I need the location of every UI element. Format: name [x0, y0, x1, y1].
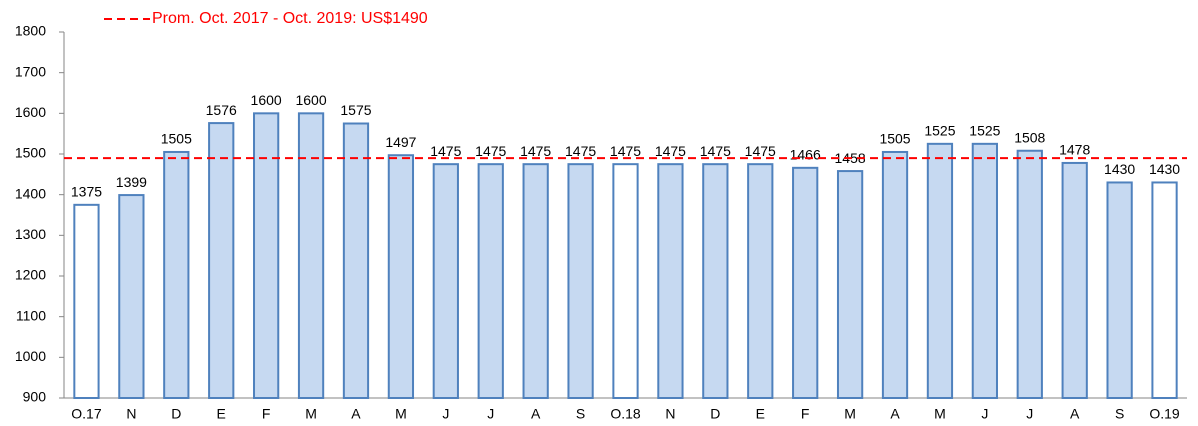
- bar: [342, 122, 370, 399]
- x-tick-label: S: [1115, 406, 1124, 422]
- x-tick-label: N: [665, 406, 675, 422]
- x-tick-label: A: [1070, 406, 1080, 422]
- bar: [522, 163, 549, 399]
- bar: [477, 163, 504, 399]
- value-label: 1475: [565, 143, 596, 159]
- x-tick-label: O.18: [610, 406, 641, 422]
- x-tick-label: E: [217, 406, 226, 422]
- x-tick-label: D: [710, 406, 720, 422]
- bar: [387, 154, 415, 399]
- x-tick-label: E: [756, 406, 765, 422]
- value-label: 1505: [161, 131, 192, 147]
- value-label: 1475: [700, 143, 731, 159]
- value-label: 1475: [745, 143, 776, 159]
- y-tick-label: 1700: [15, 63, 46, 79]
- y-tick-label: 1000: [15, 348, 46, 364]
- value-label: 1600: [251, 92, 282, 108]
- bar: [1061, 161, 1088, 399]
- bar: [792, 166, 819, 399]
- value-label: 1497: [385, 134, 416, 150]
- bar: [253, 112, 280, 399]
- bar: [971, 142, 998, 399]
- bar: [702, 163, 729, 399]
- x-tick-label: A: [890, 406, 900, 422]
- value-label: 1576: [206, 102, 237, 118]
- bar: [73, 203, 100, 399]
- x-tick-label: M: [934, 406, 946, 422]
- x-tick-label: A: [531, 406, 541, 422]
- y-tick-label: 1200: [15, 267, 46, 283]
- value-label: 1525: [969, 123, 1000, 139]
- bar: [297, 112, 325, 399]
- value-label: 1375: [71, 184, 102, 200]
- x-tick-label: F: [262, 406, 271, 422]
- x-tick-label: M: [305, 406, 317, 422]
- value-label: 1478: [1059, 142, 1090, 158]
- x-tick-label: M: [395, 406, 407, 422]
- bar: [926, 142, 954, 399]
- value-label: 1475: [610, 143, 641, 159]
- x-tick-label: J: [1026, 406, 1033, 422]
- value-label: 1475: [520, 143, 551, 159]
- value-label: 1475: [430, 143, 461, 159]
- value-label: 1475: [655, 143, 686, 159]
- x-tick-label: J: [442, 406, 449, 422]
- legend-label: Prom. Oct. 2017 - Oct. 2019: US$1490: [152, 10, 428, 27]
- x-tick-label: N: [126, 406, 136, 422]
- bar: [747, 163, 774, 399]
- y-tick-label: 1100: [16, 307, 46, 323]
- value-label: 1575: [340, 102, 371, 118]
- y-tick-label: 900: [23, 389, 47, 405]
- value-label: 1508: [1014, 129, 1045, 145]
- bar: [208, 122, 235, 400]
- bar: [657, 163, 684, 399]
- y-tick-label: 1800: [15, 23, 46, 39]
- x-tick-label: S: [576, 406, 585, 422]
- value-label: 1600: [295, 92, 326, 108]
- x-tick-label: A: [351, 406, 361, 422]
- bar: [881, 150, 909, 399]
- value-label: 1399: [116, 174, 147, 190]
- bar: [118, 194, 145, 399]
- x-tick-label: F: [801, 406, 810, 422]
- value-label: 1466: [790, 147, 821, 163]
- value-label: 1430: [1149, 161, 1180, 177]
- x-tick-label: M: [844, 406, 856, 422]
- bar: [1106, 181, 1133, 399]
- value-label: 1505: [879, 131, 910, 147]
- bar: [612, 163, 639, 399]
- bar: [567, 163, 594, 399]
- bar: [432, 163, 459, 399]
- x-tick-label: O.17: [71, 406, 102, 422]
- value-label: 1475: [475, 143, 506, 159]
- bar: [163, 150, 190, 399]
- x-tick-label: J: [981, 406, 988, 422]
- x-tick-label: J: [487, 406, 494, 422]
- y-tick-label: 1400: [15, 185, 46, 201]
- bar: [1016, 149, 1043, 399]
- x-tick-label: D: [171, 406, 181, 422]
- bar: [1151, 181, 1178, 399]
- value-label: 1525: [924, 123, 955, 139]
- y-tick-label: 1600: [15, 104, 46, 120]
- y-tick-label: 1500: [15, 145, 46, 161]
- bar: [836, 170, 864, 399]
- x-tick-label: O.19: [1149, 406, 1180, 422]
- value-label: 1430: [1104, 161, 1135, 177]
- y-tick-label: 1300: [15, 226, 46, 242]
